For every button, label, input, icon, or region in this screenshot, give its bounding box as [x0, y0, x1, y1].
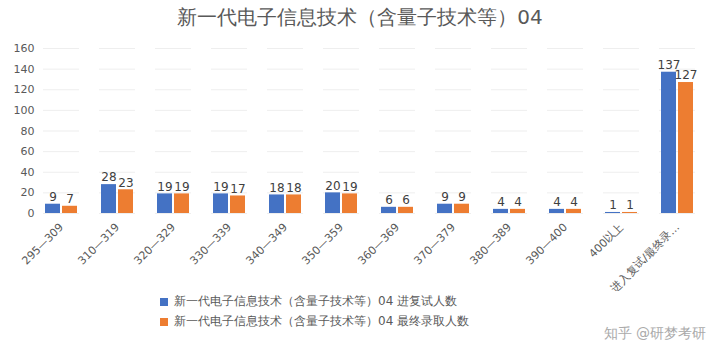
svg-text:60: 60: [21, 145, 35, 158]
svg-text:4: 4: [514, 195, 522, 209]
svg-text:40: 40: [21, 166, 35, 179]
svg-text:100: 100: [14, 104, 35, 117]
svg-text:17: 17: [230, 182, 245, 196]
svg-text:20: 20: [21, 186, 35, 199]
svg-text:127: 127: [675, 68, 698, 82]
svg-text:340—349: 340—349: [243, 221, 290, 268]
svg-text:1: 1: [626, 198, 634, 212]
svg-text:19: 19: [342, 180, 357, 194]
svg-text:370—379: 370—379: [411, 221, 458, 268]
svg-text:4: 4: [570, 195, 578, 209]
svg-text:137: 137: [657, 58, 681, 73]
svg-text:0: 0: [28, 207, 35, 220]
svg-text:400以上: 400以上: [587, 221, 627, 261]
svg-text:9: 9: [458, 190, 466, 204]
svg-text:9: 9: [49, 190, 57, 204]
svg-text:19: 19: [213, 180, 228, 194]
svg-text:380—389: 380—389: [467, 221, 514, 268]
svg-text:18: 18: [286, 181, 301, 195]
html-text:新一代电子信息技术（含量子技术等）04 进复试人数: 新一代电子信息技术（含量子技术等）04 进复试人数: [174, 294, 458, 308]
svg-text:80: 80: [21, 125, 35, 138]
svg-text:20: 20: [325, 179, 340, 193]
svg-text:9: 9: [441, 190, 449, 204]
svg-text:进入复试/最终录…: 进入复试/最终录…: [608, 221, 682, 291]
svg-text:6: 6: [402, 193, 410, 207]
svg-text:140: 140: [14, 63, 35, 76]
svg-text:390—400: 390—400: [523, 221, 570, 268]
svg-text:320—329: 320—329: [131, 221, 178, 268]
svg-text:310—319: 310—319: [75, 221, 122, 268]
svg-text:160: 160: [14, 42, 35, 55]
svg-text:23: 23: [118, 176, 133, 190]
svg-text:350—359: 350—359: [299, 221, 346, 268]
svg-text:4: 4: [553, 195, 561, 209]
svg-text:295—309: 295—309: [19, 221, 66, 268]
svg-text:120: 120: [14, 83, 35, 96]
html-text:知乎 @研梦考研: 知乎 @研梦考研: [603, 325, 706, 341]
svg-text:28: 28: [101, 170, 116, 184]
html-text:新一代电子信息技术（含量子技术等）04: 新一代电子信息技术（含量子技术等）04: [177, 5, 543, 29]
svg-text:4: 4: [497, 195, 505, 209]
svg-text:19: 19: [157, 180, 172, 194]
svg-text:18: 18: [269, 181, 284, 195]
svg-text:1: 1: [609, 198, 617, 212]
svg-text:19: 19: [174, 180, 189, 194]
svg-text:7: 7: [66, 192, 74, 206]
svg-text:360—369: 360—369: [355, 221, 402, 268]
html-text:新一代电子信息技术（含量子技术等）04 最终录取人数: 新一代电子信息技术（含量子技术等）04 最终录取人数: [174, 314, 470, 328]
svg-text:6: 6: [385, 193, 393, 207]
svg-text:330—339: 330—339: [187, 221, 234, 268]
